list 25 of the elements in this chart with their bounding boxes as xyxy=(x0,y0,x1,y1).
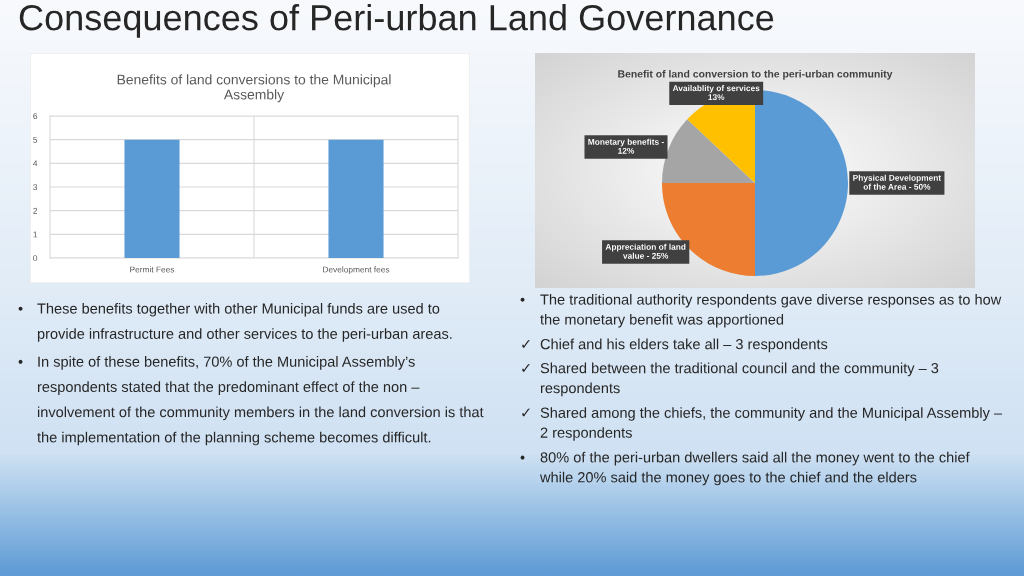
y-tick-label: 1 xyxy=(33,231,38,238)
pie-slice xyxy=(662,119,755,183)
x-tick-label: Development fees xyxy=(323,266,390,275)
text: • 80% of the peri-urban dwellers said all the money went to the chief while 20% said the money goes to the chief and the elders xyxy=(520,451,970,486)
text: • The traditional authority respondents gave diverse responses as to how the monetary benefit was apportioned xyxy=(520,294,1002,328)
chart-title: Benefits of land conversions to the Municipal Assembly xyxy=(117,74,391,103)
text: ✓ Chief and his elders take all – 3 respondents xyxy=(522,338,828,353)
text: Consequences of Peri-urban Land Governance xyxy=(19,4,774,38)
y-tick-label: 3 xyxy=(33,184,38,191)
y-tick-label: 6 xyxy=(33,113,38,120)
slice-label: Physical Development of the Area - 50% xyxy=(853,174,942,190)
pie-slice xyxy=(755,90,848,276)
y-tick-label: 2 xyxy=(33,207,38,214)
slice-label: Availablity of services 13% xyxy=(672,85,760,101)
chart-title: Benefit of land conversion to the peri-urban community xyxy=(618,69,893,80)
text: ✓ Shared between the traditional council and the community – 3 respondents xyxy=(522,362,939,397)
y-tick-label: 4 xyxy=(33,160,38,167)
text: ✓ Shared among the chiefs, the community and the Municipal Assembly – 2 respondents xyxy=(522,407,1003,441)
x-tick-label: Permit Fees xyxy=(130,266,175,273)
text: • In spite of these benefits, 70% of the Municipal Assembly’s respondents stated that the predominant effect of the non – involvement of the community members in the land conversion is that the implementation of the planning scheme becomes difficult. xyxy=(18,356,484,446)
y-tick-label: 5 xyxy=(33,136,38,143)
text: • These benefits together with other Municipal funds are used to provide infrastructure and other services to the peri-urban areas. xyxy=(18,303,452,342)
slice-label: Appreciation of land value - 25% xyxy=(605,243,686,259)
slice-label: Monetary benefits - 12% xyxy=(588,138,664,154)
y-tick-label: 0 xyxy=(33,255,38,262)
